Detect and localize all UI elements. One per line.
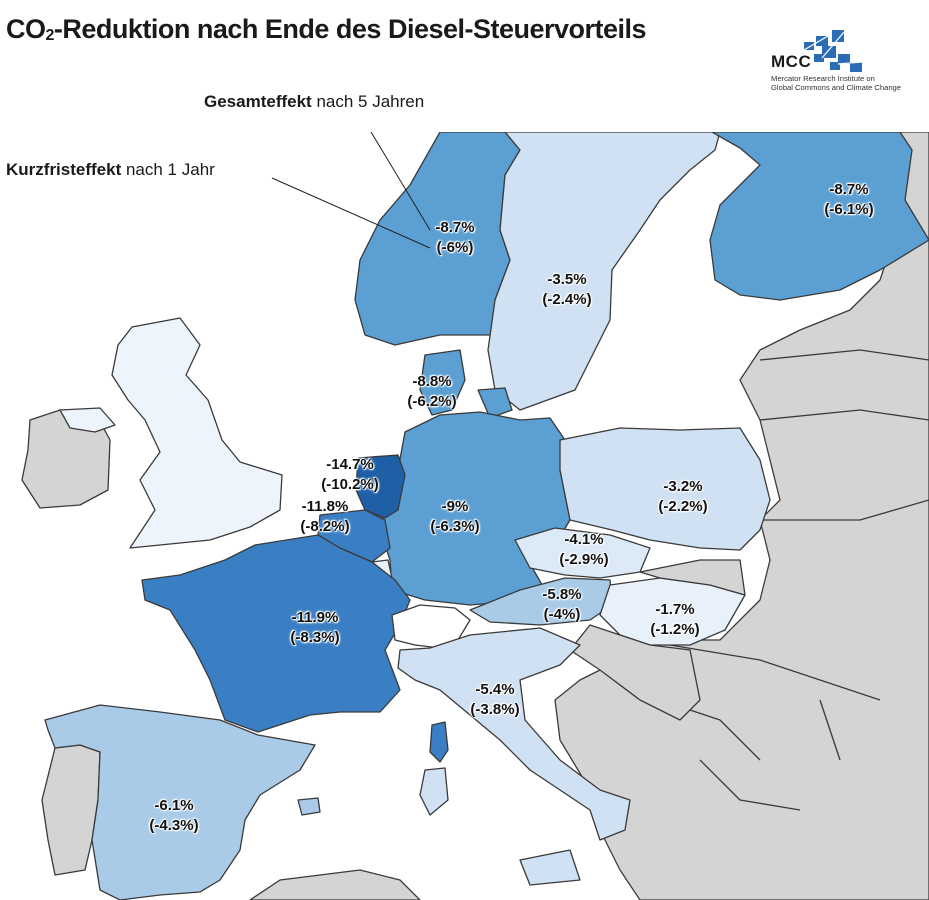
region-italy: [397, 627, 631, 841]
label-norway: -8.7% (-6%): [435, 219, 475, 256]
region-poland: [559, 427, 771, 551]
region-spain: [44, 704, 316, 900]
label-austria: -5.8% (-4%): [542, 586, 582, 623]
page-title: CO2-Reduktion nach Ende des Diesel-Steue…: [6, 14, 647, 44]
region-sweden: [487, 132, 721, 411]
mcc-squares-logo-icon: [803, 30, 863, 72]
region-northern-ireland: [59, 407, 116, 433]
region-sicily: [519, 849, 581, 886]
label-poland: -3.2% (-2.2%): [658, 478, 708, 515]
legend-short-effect: Kurzfristeffekt nach 1 Jahr: [6, 160, 215, 179]
region-denmark: [419, 349, 466, 416]
logo-name: MCC: [771, 52, 812, 71]
label-belgium: -11.8% (-8.2%): [300, 498, 350, 535]
region-uk: [111, 317, 283, 549]
label-sweden: -3.5% (-2.4%): [542, 271, 592, 308]
region-corsica: [429, 721, 449, 763]
label-italy: -5.4% (-3.8%): [470, 681, 520, 718]
label-finland: -8.7% (-6.1%): [824, 181, 874, 218]
region-east-no-data: [554, 132, 929, 900]
label-hungary: -1.7% (-1.2%): [650, 601, 700, 638]
legend-total-effect: Gesamteffekt nach 5 Jahren: [204, 92, 425, 111]
label-czechia: -4.1% (-2.9%): [559, 531, 609, 568]
logo-subtitle: Mercator Research Institute on Global Co…: [771, 74, 902, 92]
label-france: -11.9% (-8.3%): [290, 609, 340, 646]
region-netherlands: [355, 454, 406, 519]
europe-map: [21, 132, 929, 900]
region-finland: [709, 132, 929, 301]
label-spain: -6.1% (-4.3%): [149, 797, 199, 834]
label-netherlands: -14.7% (-10.2%): [321, 456, 379, 493]
region-north-africa-no-data: [249, 869, 421, 900]
region-france: [141, 534, 411, 733]
region-portugal-no-data: [41, 744, 101, 876]
label-denmark: -8.8% (-6.2%): [407, 373, 457, 410]
region-sardinia: [419, 767, 449, 816]
label-germany: -9% (-6.3%): [430, 498, 480, 535]
